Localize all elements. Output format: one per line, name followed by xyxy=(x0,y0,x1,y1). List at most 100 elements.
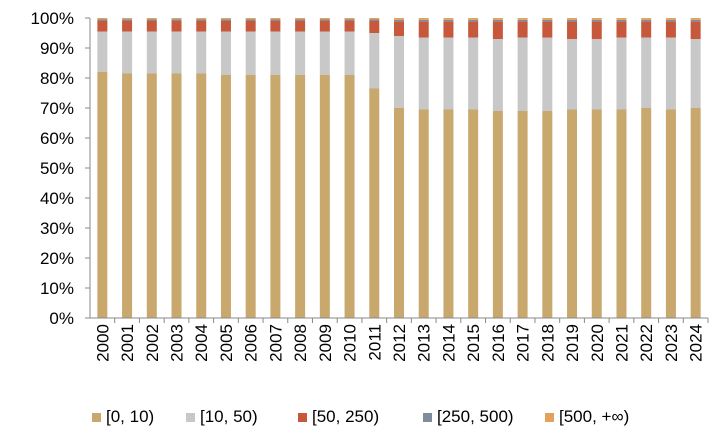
legend-label: [500, +∞) xyxy=(559,407,629,426)
bar-stack-2011 xyxy=(369,18,380,318)
bar-stack-2023 xyxy=(665,18,676,318)
bar-segment xyxy=(591,39,602,110)
bar-stack-2006 xyxy=(245,18,256,318)
bar-segment xyxy=(616,21,627,38)
bar-segment xyxy=(369,18,380,20)
bar-segment xyxy=(270,31,281,75)
bar-segment xyxy=(690,18,701,20)
bar-segment xyxy=(641,21,652,38)
bars xyxy=(97,18,701,318)
bar-segment xyxy=(97,31,108,72)
bar-segment xyxy=(295,18,306,20)
bar-stack-2021 xyxy=(616,18,627,318)
y-tick-label: 40% xyxy=(40,189,74,208)
bar-segment xyxy=(690,108,701,318)
x-tick-label: 2024 xyxy=(687,324,706,362)
bar-stack-2024 xyxy=(690,18,701,318)
bar-segment xyxy=(468,37,479,110)
bar-segment xyxy=(542,37,553,111)
bar-segment xyxy=(394,19,404,22)
bar-segment xyxy=(616,109,627,318)
legend-item: [50, 250) xyxy=(298,407,379,426)
bar-segment xyxy=(369,19,380,21)
y-tick-label: 50% xyxy=(40,159,74,178)
bar-segment xyxy=(369,33,380,89)
bar-segment xyxy=(171,31,182,74)
bar-segment xyxy=(220,19,231,21)
bar-segment xyxy=(122,19,133,21)
bar-segment xyxy=(641,108,652,318)
bar-segment xyxy=(616,18,627,20)
bar-segment xyxy=(270,21,281,32)
y-tick-label: 80% xyxy=(40,69,74,88)
bar-segment xyxy=(394,36,404,108)
bar-segment xyxy=(97,18,108,20)
bar-segment xyxy=(319,19,330,21)
bar-segment xyxy=(641,19,652,22)
bar-segment xyxy=(344,31,355,75)
bar-segment xyxy=(220,21,231,32)
bar-segment xyxy=(245,75,256,318)
bar-segment xyxy=(665,109,676,318)
y-tick-label: 90% xyxy=(40,39,74,58)
bar-segment xyxy=(220,31,231,75)
bar-stack-2000 xyxy=(97,18,108,318)
bar-segment xyxy=(196,19,207,21)
x-tick-label: 2014 xyxy=(439,324,458,362)
bar-segment xyxy=(171,18,182,20)
bar-segment xyxy=(690,21,701,39)
bar-segment xyxy=(196,18,207,20)
bar-segment xyxy=(319,31,330,75)
bar-segment xyxy=(443,21,454,38)
bar-segment xyxy=(122,31,133,74)
x-tick-label: 2021 xyxy=(612,324,631,362)
bar-segment xyxy=(344,21,355,32)
bar-segment xyxy=(616,37,627,110)
x-tick-label: 2006 xyxy=(242,324,261,362)
legend-item: [10, 50) xyxy=(186,407,258,426)
bar-segment xyxy=(295,21,306,32)
x-tick-label: 2004 xyxy=(192,324,211,362)
bar-segment xyxy=(591,109,602,318)
bar-segment xyxy=(270,19,281,21)
x-tick-label: 2016 xyxy=(489,324,508,362)
bar-segment xyxy=(665,19,676,22)
legend-swatch xyxy=(92,413,101,422)
bar-stack-2016 xyxy=(492,18,503,318)
bar-segment xyxy=(616,19,627,22)
bar-segment xyxy=(122,18,133,20)
bar-segment xyxy=(146,21,157,32)
bar-segment xyxy=(492,18,503,20)
bar-stack-2007 xyxy=(270,18,281,318)
x-axis: 2000 2001 2002 2003 2004 2005 2006 2007 2008 2009… xyxy=(90,317,709,362)
legend-item: [500, +∞) xyxy=(545,407,629,426)
y-axis: 0% 10% 20% 30% 40% 50% 60% 70% 80% 90% 100% xyxy=(31,9,91,328)
bar-segment xyxy=(492,39,503,111)
bar-segment xyxy=(270,75,281,318)
x-tick-label: 2011 xyxy=(365,324,384,361)
x-tick-label: 2007 xyxy=(266,324,285,362)
y-tick-label: 20% xyxy=(40,249,74,268)
bar-stack-2003 xyxy=(171,18,182,318)
bar-segment xyxy=(245,18,256,20)
bar-segment xyxy=(344,75,355,318)
bar-stack-2014 xyxy=(443,18,454,318)
bar-segment xyxy=(171,21,182,32)
bar-segment xyxy=(171,73,182,318)
bar-segment xyxy=(418,21,429,38)
bar-stack-2015 xyxy=(468,18,479,318)
bar-segment xyxy=(567,109,578,318)
bar-segment xyxy=(641,18,652,20)
bar-stack-2008 xyxy=(295,18,306,318)
bar-segment xyxy=(567,19,578,22)
y-tick-label: 60% xyxy=(40,129,74,148)
bar-segment xyxy=(468,19,479,22)
legend-swatch xyxy=(423,413,432,422)
bar-segment xyxy=(418,19,429,22)
bar-segment xyxy=(690,39,701,108)
bar-segment xyxy=(492,111,503,318)
bar-segment xyxy=(443,37,454,110)
bar-stack-2020 xyxy=(591,18,602,318)
bar-stack-2005 xyxy=(220,18,231,318)
